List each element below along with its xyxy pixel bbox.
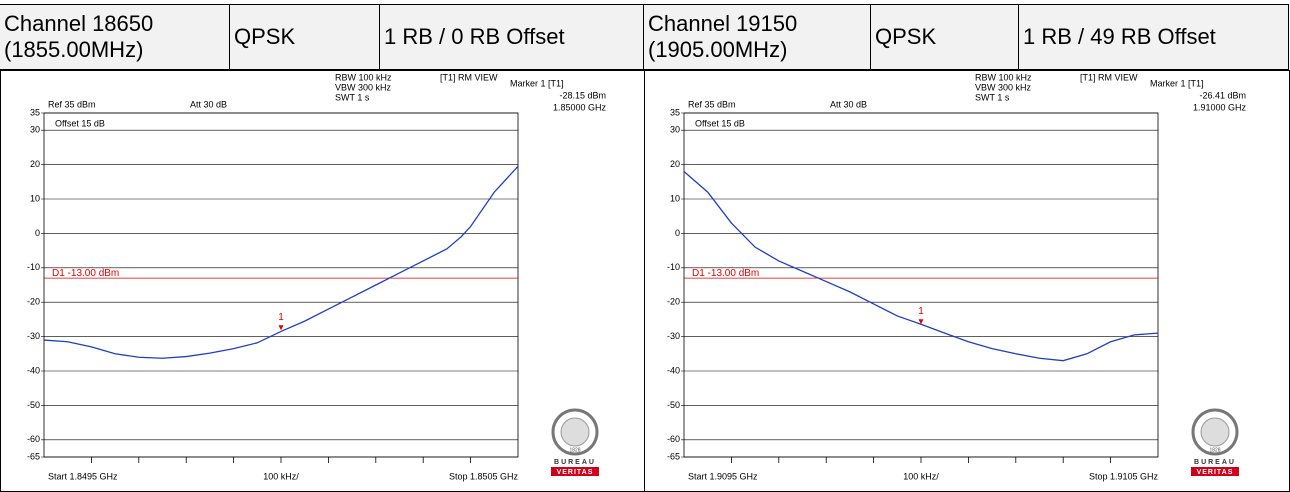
marker: [278, 325, 284, 331]
setting: RBW 100 kHz: [975, 72, 1032, 82]
logo-band: [551, 467, 599, 476]
y-tick-label: 20: [670, 159, 680, 169]
panel-border: [0, 70, 645, 492]
marker-level: -26.41 dBm: [1199, 90, 1246, 100]
marker: [918, 319, 924, 325]
y-tick-label: -20: [667, 297, 680, 307]
marker-label: 1: [278, 312, 284, 323]
span-per-div: 100 kHz/: [903, 471, 939, 481]
header-cell: Channel 18650 (1855.00MHz): [0, 4, 230, 70]
y-tick-label: 35: [670, 107, 680, 117]
y-tick-label: -65: [27, 451, 40, 461]
marker-label: 1: [918, 306, 924, 317]
ref-level: Ref 35 dBm: [688, 99, 736, 109]
setting: SWT 1 s: [975, 92, 1010, 102]
marker-title: Marker 1 [T1]: [1150, 78, 1204, 88]
y-tick-label: -30: [667, 331, 680, 341]
y-tick-label: -30: [27, 331, 40, 341]
y-tick-label: 10: [670, 193, 680, 203]
logo-year: 1828: [1209, 447, 1220, 453]
logo-year: 1828: [569, 447, 580, 453]
y-tick-label: 10: [30, 193, 40, 203]
y-tick-label: -40: [667, 365, 680, 375]
y-tick-label: -50: [667, 400, 680, 410]
header-cell: Channel 19150 (1905.00MHz): [643, 4, 871, 70]
header-cell: 1 RB / 0 RB Offset: [379, 4, 644, 70]
header-row: Channel 18650 (1855.00MHz) QPSK 1 RB / 0…: [0, 4, 1290, 70]
offset: Offset 15 dB: [695, 118, 745, 128]
start-frequency: Start 1.9095 GHz: [688, 471, 758, 481]
attenuation: Att 30 dB: [830, 99, 867, 109]
header-cell: QPSK: [870, 4, 1019, 70]
y-tick-label: -65: [667, 451, 680, 461]
marker-frequency: 1.85000 GHz: [553, 102, 607, 112]
offset: Offset 15 dB: [55, 118, 105, 128]
view-mode: [T1] RM VIEW: [440, 72, 498, 82]
y-tick-label: -60: [667, 434, 680, 444]
trace: [683, 170, 1159, 362]
header-cell: QPSK: [229, 4, 380, 70]
ref-level: Ref 35 dBm: [48, 99, 96, 109]
setting: VBW 300 kHz: [335, 82, 392, 92]
logo-seal-inner: [1200, 417, 1230, 447]
trace: [43, 165, 519, 359]
marker-frequency: 1.91000 GHz: [1193, 102, 1247, 112]
y-tick-label: -10: [27, 262, 40, 272]
y-tick-label: 35: [30, 107, 40, 117]
logo-top: BUREAU: [554, 459, 596, 466]
logo-bottom: VERITAS: [557, 469, 594, 476]
display-line-label: D1 -13.00 dBm: [52, 268, 119, 279]
logo-top: BUREAU: [1194, 459, 1236, 466]
header-cell: 1 RB / 49 RB Offset: [1018, 4, 1289, 70]
marker-level: -28.15 dBm: [559, 90, 606, 100]
y-tick-label: -20: [27, 297, 40, 307]
setting: SWT 1 s: [335, 92, 370, 102]
logo-band: [1191, 467, 1239, 476]
start-frequency: Start 1.8495 GHz: [48, 471, 118, 481]
logo-seal-inner: [560, 417, 590, 447]
attenuation: Att 30 dB: [190, 99, 227, 109]
setting: VBW 300 kHz: [975, 82, 1032, 92]
y-tick-label: 30: [670, 125, 680, 135]
stop-frequency: Stop 1.8505 GHz: [449, 471, 519, 481]
y-tick-label: -60: [27, 434, 40, 444]
logo-bottom: VERITAS: [1197, 469, 1234, 476]
display-line-label: D1 -13.00 dBm: [692, 268, 759, 279]
span-per-div: 100 kHz/: [263, 471, 299, 481]
y-tick-label: 0: [35, 228, 40, 238]
y-tick-label: -50: [27, 400, 40, 410]
y-tick-label: -10: [667, 262, 680, 272]
setting: RBW 100 kHz: [335, 72, 392, 82]
y-tick-label: 20: [30, 159, 40, 169]
marker-title: Marker 1 [T1]: [510, 78, 564, 88]
stop-frequency: Stop 1.9105 GHz: [1089, 471, 1159, 481]
y-tick-label: 30: [30, 125, 40, 135]
y-tick-label: 0: [675, 228, 680, 238]
y-tick-label: -40: [27, 365, 40, 375]
view-mode: [T1] RM VIEW: [1080, 72, 1138, 82]
